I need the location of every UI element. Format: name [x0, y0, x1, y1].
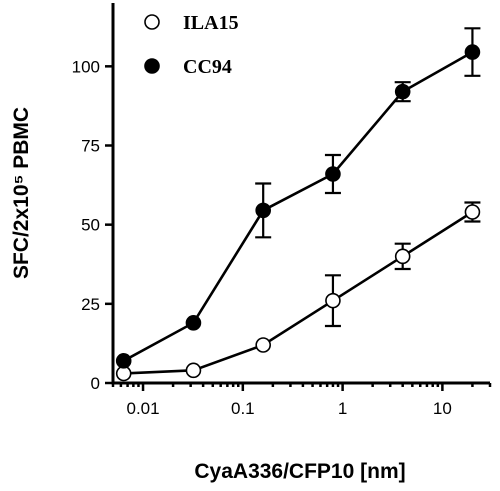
data-point-cc94	[115, 353, 132, 369]
axes	[111, 3, 490, 385]
data-point-ila15	[394, 248, 411, 265]
data-point-ila15	[325, 292, 341, 309]
y-tick-label: 0	[91, 374, 100, 393]
y-tick-label: 75	[81, 137, 100, 156]
series-cc94	[115, 27, 481, 369]
legend-marker-ila15	[144, 14, 160, 30]
y-tick-label: 50	[81, 216, 100, 235]
x-tick-label: 0.1	[231, 399, 255, 418]
x-tick-label: 10	[433, 399, 452, 418]
x-tick-label: 1	[338, 399, 347, 418]
series-line-cc94	[123, 50, 474, 362]
y-ticks: 0 25 50 75 100	[72, 57, 113, 393]
y-tick-label: 100	[72, 57, 100, 76]
legend: ILA15 CC94	[144, 12, 239, 78]
legend-label-cc94: CC94	[183, 56, 232, 78]
data-point-ila15	[464, 204, 481, 220]
data-point-cc94	[394, 83, 411, 100]
y-tick-label: 25	[81, 295, 100, 314]
series-ila15	[115, 201, 481, 382]
x-axis-label: CyaA336/CFP10 [nm]	[194, 460, 405, 483]
series-line-ila15	[123, 210, 474, 375]
data-point-cc94	[325, 166, 341, 182]
x-ticks: 0.01 0.1 1 10	[111, 383, 492, 418]
legend-label-ila15: ILA15	[183, 12, 239, 34]
data-point-cc94	[464, 44, 481, 60]
legend-marker-cc94	[144, 58, 160, 74]
y-axis-label: SFC/2x10⁵ PBMC	[10, 107, 33, 279]
data-point-ila15	[185, 362, 202, 379]
x-tick-label: 0.01	[126, 399, 159, 418]
data-point-ila15	[255, 337, 271, 353]
data-point-cc94	[185, 315, 202, 331]
data-point-cc94	[255, 202, 271, 219]
series-layer	[115, 27, 481, 382]
